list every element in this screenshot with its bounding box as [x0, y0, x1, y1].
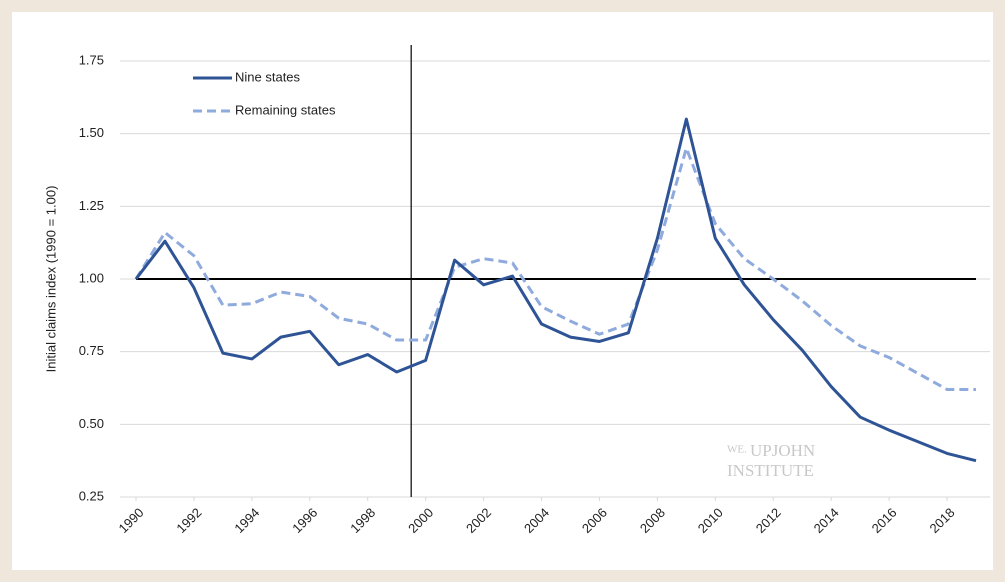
- y-axis-label: Initial claims index (1990 = 1.00): [43, 186, 58, 373]
- legend-label: Nine states: [235, 69, 301, 84]
- y-tick-label: 1.25: [79, 198, 104, 213]
- watermark: UPJOHN: [750, 441, 815, 460]
- y-tick-label: 0.75: [79, 343, 104, 358]
- y-tick-label: 1.00: [79, 270, 104, 285]
- y-tick-label: 0.50: [79, 416, 104, 431]
- series-line: [134, 117, 977, 463]
- chart-panel: [12, 12, 993, 570]
- watermark: WE.: [727, 444, 747, 456]
- legend-label: Remaining states: [235, 102, 336, 117]
- y-tick-label: 1.50: [79, 125, 104, 140]
- y-tick-label: 1.75: [79, 52, 104, 67]
- watermark: INSTITUTE: [727, 461, 814, 480]
- series-line: [134, 146, 976, 391]
- y-tick-label: 0.25: [79, 488, 104, 503]
